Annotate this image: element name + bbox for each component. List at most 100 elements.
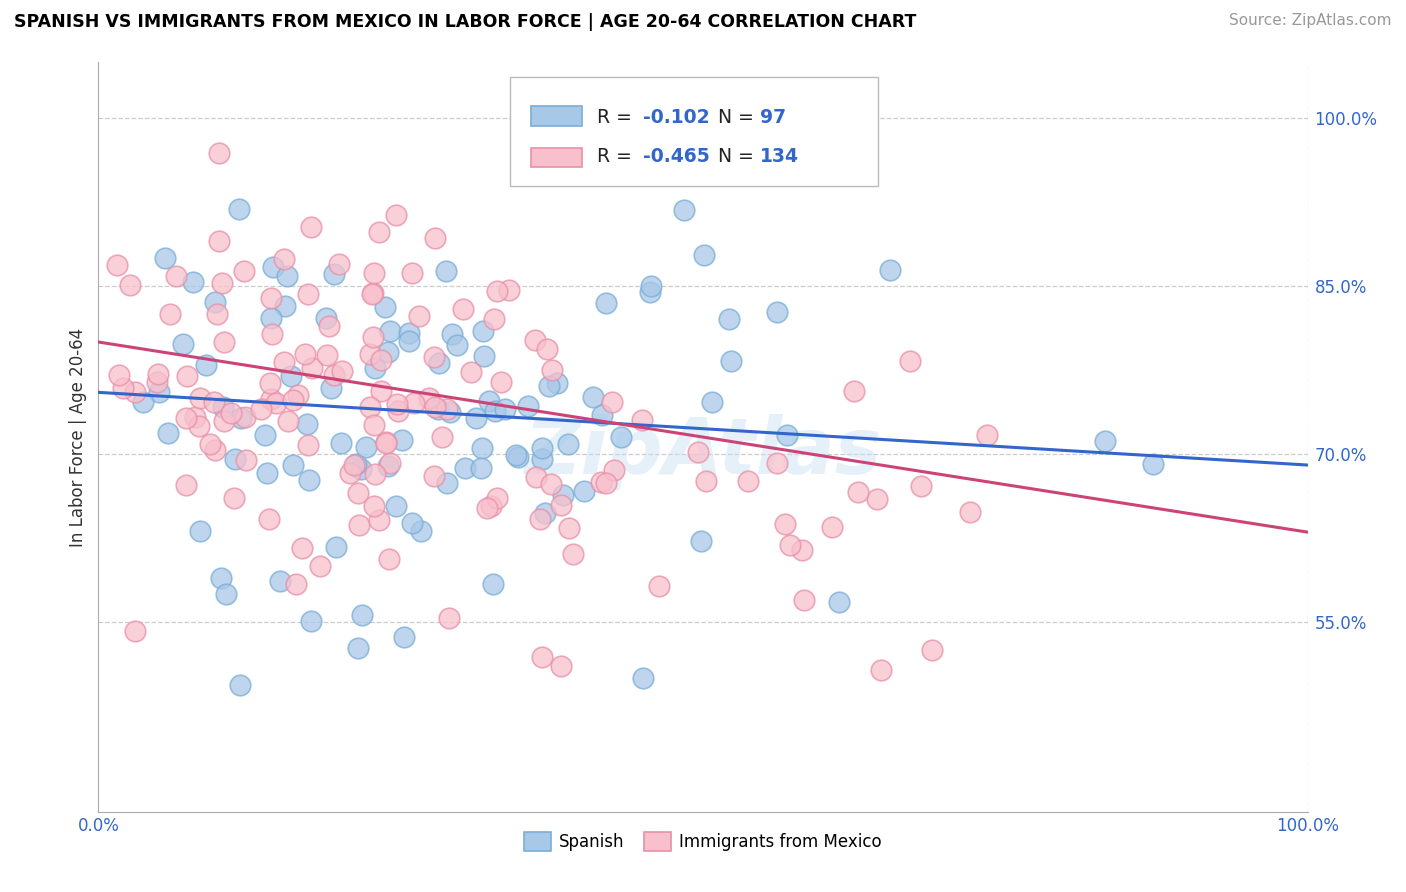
Point [440,326,463,341]
Point [377,458,399,473]
Point [959,505,981,519]
Text: N =: N = [717,108,759,127]
Point [281,458,304,472]
Point [363,417,385,432]
Point [350,608,373,623]
Point [295,417,318,431]
Point [602,395,624,409]
Point [530,452,553,467]
Point [132,395,155,409]
Point [478,394,501,409]
Point [541,363,564,377]
Point [536,342,558,356]
Point [347,640,370,655]
Point [436,402,458,417]
Point [693,248,716,262]
Point [489,375,512,389]
Point [349,461,371,475]
Point [253,428,276,442]
Point [264,396,287,410]
Bar [531,147,582,168]
Point [595,476,617,491]
Point [737,474,759,488]
Bar [531,106,582,126]
Legend: Spanish, Immigrants from Mexico: Spanish, Immigrants from Mexico [516,823,890,860]
Point [540,477,562,491]
Point [631,413,654,427]
Text: 97: 97 [759,108,786,127]
Point [343,458,366,472]
Point [546,376,568,390]
Point [402,395,425,409]
Point [790,543,813,558]
Point [401,516,423,530]
Point [479,499,502,513]
Point [401,266,423,280]
Point [392,630,415,644]
Point [375,436,398,450]
Point [108,368,131,383]
Point [673,202,696,217]
Point [309,558,332,573]
Point [211,277,233,291]
Point [283,392,305,407]
Point [423,469,446,483]
Point [262,260,284,275]
Text: N =: N = [717,146,759,166]
Point [385,208,408,222]
Point [299,614,322,628]
Point [776,427,799,442]
Point [256,466,278,480]
Point [550,498,572,512]
Point [427,402,450,417]
Point [124,624,146,639]
Point [446,338,468,352]
Point [486,284,509,298]
Point [1142,458,1164,472]
Point [294,347,316,361]
Point [603,463,626,477]
Point [430,429,453,443]
Point [221,407,243,421]
Point [482,312,505,326]
Point [530,649,553,664]
Point [318,318,340,333]
Point [557,521,579,535]
Point [385,500,408,514]
Point [391,433,413,447]
Point [361,287,384,301]
Point [551,488,574,502]
Point [380,324,402,338]
Point [209,571,232,585]
Point [437,611,460,625]
Point [821,519,844,533]
Point [589,475,612,489]
Point [879,263,901,277]
Point [260,392,283,406]
Point [277,414,299,428]
Point [574,483,596,498]
Point [269,574,291,588]
Point [322,267,344,281]
Point [339,466,361,480]
Point [188,524,211,539]
Point [610,430,633,444]
Point [378,456,401,470]
Point [364,361,387,376]
Point [195,358,218,372]
Point [505,448,527,462]
Point [387,404,409,418]
Point [898,354,921,368]
Point [695,474,717,488]
Point [174,478,197,492]
Point [363,266,385,280]
Point [439,405,461,419]
Point [183,275,205,289]
Text: ZipAtlas: ZipAtlas [524,414,882,490]
Point [524,333,547,347]
Point [157,426,180,441]
Point [273,252,295,266]
Point [232,263,254,277]
Text: -0.102: -0.102 [643,108,709,127]
Point [485,491,508,505]
